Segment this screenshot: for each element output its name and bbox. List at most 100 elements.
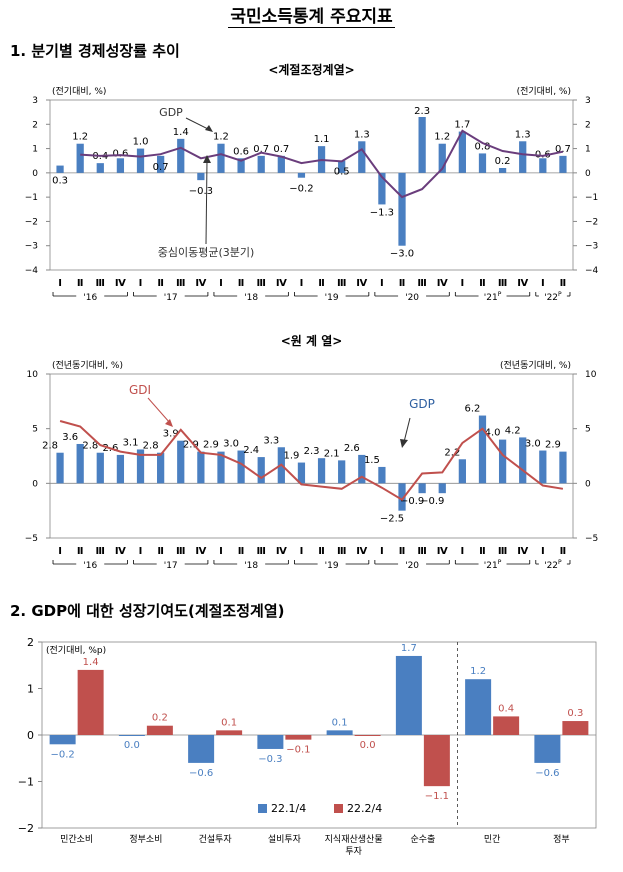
y-tick-label-left: 10	[27, 370, 39, 380]
year-label: '22P	[544, 291, 562, 303]
gdp-value-label: 2.9	[183, 440, 199, 451]
gdp-value-label: 2.3	[304, 446, 320, 457]
quarter-tick-label: Ⅰ	[58, 546, 62, 557]
gdp-value-label: 4.2	[505, 425, 521, 436]
quarter-tick-label: Ⅲ	[498, 546, 507, 557]
y-tick-label-left: 1	[32, 145, 38, 155]
gdp-value-label: 1.2	[213, 132, 229, 143]
contribution-bar	[49, 735, 76, 745]
quarter-tick-label: Ⅲ	[176, 278, 185, 289]
year-label-superscript: P	[558, 559, 562, 566]
legend-swatch	[334, 804, 343, 813]
quarter-tick-label: Ⅲ	[337, 546, 346, 557]
gdp-value-label: −1.3	[370, 207, 394, 218]
contribution-bar	[534, 735, 561, 763]
section1-heading: 1. 분기별 경제성장률 추이	[10, 42, 180, 60]
gdp-bar	[458, 459, 466, 484]
year-label: '16	[83, 293, 97, 303]
gdp-value-label: −2.5	[380, 514, 404, 525]
gdp-bar	[539, 158, 547, 173]
gdp-value-label: −3.0	[390, 249, 414, 260]
quarter-tick-label: Ⅳ	[517, 278, 528, 289]
gdp-value-label: 3.9	[163, 429, 179, 440]
year-label: '17	[164, 293, 178, 303]
quarter-tick-label: Ⅰ	[139, 278, 143, 289]
gdp-value-label: 3.0	[223, 439, 239, 450]
gdp-value-label: 2.8	[143, 441, 159, 452]
y-tick-label: −1	[18, 776, 34, 789]
quarter-tick-label: Ⅳ	[356, 278, 367, 289]
gdp-annotation: GDP	[409, 397, 435, 411]
gdp-bar	[257, 155, 265, 173]
year-label: '19	[325, 561, 339, 571]
gdp-bar	[177, 138, 185, 173]
quarterly-growth-chart-original: <원 계 열> (전년동기대비, %) (전년동기대비, %) 10 10 5 5 0 0 −5 −…	[25, 333, 599, 571]
quarter-tick-label: Ⅰ	[219, 546, 223, 557]
gdp-bar	[498, 168, 507, 173]
contribution-value-label: 0.1	[221, 717, 237, 728]
gdp-bar	[519, 437, 527, 484]
quarter-tick-label: Ⅳ	[517, 546, 528, 557]
year-label: '18	[244, 561, 258, 571]
y-tick-label: 2	[27, 636, 34, 649]
gdp-value-label: 0.5	[334, 167, 350, 178]
gdp-annotation: GDP	[159, 106, 183, 119]
quarter-tick-label: Ⅰ	[58, 278, 62, 289]
gdp-annotation-arrowhead	[205, 125, 213, 132]
year-label: '18	[244, 293, 258, 303]
gdp-bar	[157, 155, 165, 173]
year-label: '19	[325, 293, 339, 303]
gdp-value-label: 3.6	[62, 432, 78, 443]
contribution-value-label: −1.1	[425, 791, 449, 802]
category-label: 설비투자	[268, 834, 302, 845]
category-label: 투자	[345, 846, 362, 857]
category-label: 지식재산생산물	[325, 834, 383, 845]
quarter-tick-label: Ⅰ	[139, 546, 143, 557]
year-label: '22P	[544, 559, 562, 571]
quarter-tick-label: Ⅲ	[498, 278, 507, 289]
page-title: 국민소득통계 주요지표	[228, 7, 395, 28]
gdp-bar	[438, 483, 446, 494]
legend-label: 22.1/4	[271, 802, 306, 815]
quarter-tick-label: Ⅳ	[195, 278, 206, 289]
year-label: '21P	[484, 291, 502, 303]
legend-label: 22.2/4	[347, 802, 382, 815]
gdp-value-label: 2.9	[545, 440, 561, 451]
y-tick-label-right: 3	[585, 96, 591, 106]
y-tick-label-right: −3	[585, 242, 598, 252]
y-tick-label-left: 2	[32, 120, 38, 130]
gdp-bar	[378, 172, 386, 205]
gdp-bar	[338, 160, 346, 173]
contribution-value-label: 0.0	[124, 740, 140, 751]
quarter-tick-label: Ⅰ	[460, 278, 464, 289]
gdp-value-label: 0.2	[495, 156, 511, 167]
gdp-value-label: 0.6	[535, 149, 551, 160]
quarter-tick-label: Ⅳ	[195, 546, 206, 557]
gdp-value-label: 3.0	[525, 439, 541, 450]
y-tick-label-right: 0	[585, 169, 591, 179]
y-tick-label-left: 0	[32, 479, 38, 489]
gdi-annotation-arrow	[147, 397, 171, 424]
gdp-bar	[418, 117, 426, 173]
gdp-value-label: 2.8	[42, 441, 58, 452]
gdp-bar	[136, 148, 145, 173]
gdp-bar	[116, 454, 125, 484]
gdp-bar	[338, 460, 346, 484]
gdp-bar	[478, 415, 487, 484]
contribution-value-label: 0.3	[567, 708, 583, 719]
quarter-tick-label: Ⅰ	[541, 546, 545, 557]
y-tick-label-left: −5	[25, 534, 38, 544]
gdp-value-label: −0.2	[289, 184, 313, 195]
y-tick-label-left: 3	[32, 96, 38, 106]
gdp-bar	[519, 141, 527, 173]
gdp-value-label: −0.9	[400, 496, 424, 507]
contribution-value-label: 1.7	[401, 643, 417, 654]
quarter-tick-label: Ⅰ	[380, 278, 384, 289]
gdp-value-label: −0.9	[420, 496, 444, 507]
gdp-bar	[378, 466, 386, 484]
gdp-value-label: 2.8	[82, 441, 98, 452]
legend-swatch	[258, 804, 267, 813]
quarter-tick-label: Ⅲ	[96, 278, 105, 289]
gdp-bar	[498, 439, 507, 484]
quarter-tick-label: Ⅳ	[115, 278, 126, 289]
